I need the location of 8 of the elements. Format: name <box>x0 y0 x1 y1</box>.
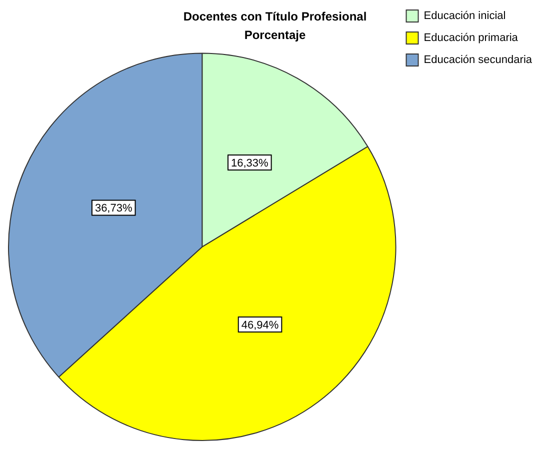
data-label: 36,73% <box>94 202 132 215</box>
legend-label: Educación primaria <box>424 32 519 44</box>
data-label: 46,94% <box>241 320 279 332</box>
legend-label: Educación inicial <box>424 10 506 22</box>
text: Porcentaje <box>244 28 306 42</box>
chart-title: Docentes con Título Profesional <box>183 10 367 24</box>
legend-label: Educación secundaria <box>424 54 533 66</box>
data-label: 16,33% <box>230 158 269 170</box>
